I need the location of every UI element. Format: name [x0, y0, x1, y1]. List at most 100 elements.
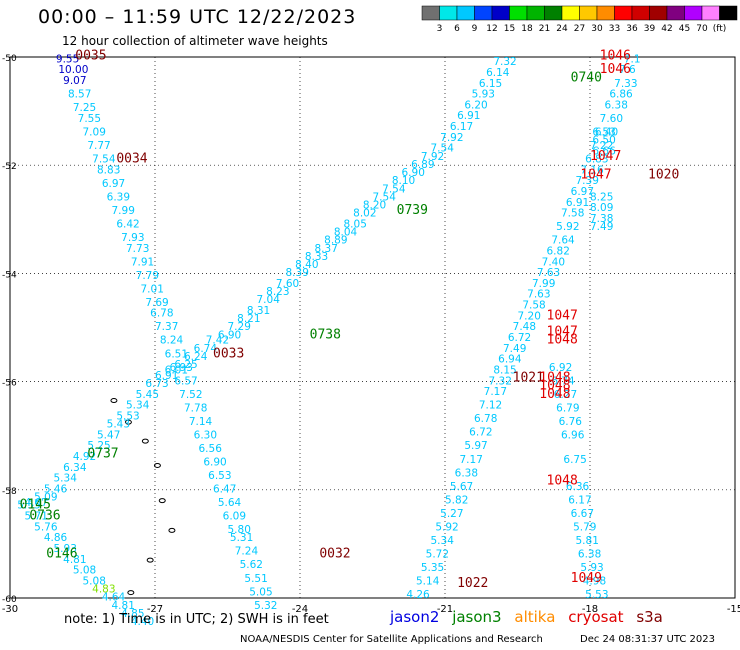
wave-height-value: 5.93	[54, 543, 77, 555]
wave-height-value: 7.42	[206, 335, 229, 347]
island-outline	[124, 419, 132, 425]
pass-time-label: 0739	[397, 203, 428, 218]
wave-height-value: 7.91	[131, 256, 154, 268]
legend-label: 18	[521, 24, 533, 34]
wave-height-value: 6.09	[223, 511, 246, 523]
x-tick-label: -18	[582, 604, 598, 615]
pass-time-label: 1046	[600, 62, 631, 77]
pass-time-label: 1048	[547, 473, 578, 488]
wave-height-value: 7.17	[484, 386, 507, 398]
wave-height-value: 5.71	[25, 511, 48, 523]
wave-height-value: 6.73	[145, 378, 168, 390]
wave-height-value: 6.79	[556, 402, 579, 414]
island-outline	[127, 590, 135, 596]
pass-time-label: 0737	[87, 446, 118, 461]
wave-height-value: 6.53	[592, 126, 615, 138]
generated-timestamp: Dec 24 08:31:37 UTC 2023	[580, 634, 715, 645]
wave-height-value: 8.05	[344, 218, 367, 230]
wave-height-value: 7.04	[257, 294, 281, 306]
wave-height-value: 7.49	[590, 221, 613, 233]
wave-height-value: 6.82	[547, 245, 570, 257]
wave-height-value: 7.14	[189, 416, 213, 428]
x-tick-label: -15	[727, 604, 740, 615]
pass-time-label: 0032	[319, 546, 350, 561]
wave-height-value: 7.17	[460, 454, 483, 466]
wave-height-value: 6.66	[592, 145, 616, 157]
wave-height-value: 6.90	[203, 456, 226, 468]
wave-height-value: 7.32	[489, 375, 512, 387]
wave-height-value: 6.53	[208, 470, 231, 482]
wave-height-value: 8.40	[295, 259, 318, 271]
wave-height-value: 6.47	[213, 484, 236, 496]
wave-height-value: 7.58	[561, 208, 584, 220]
wave-height-value: 7.48	[513, 321, 536, 333]
wave-height-value: 7.55	[78, 113, 101, 125]
wave-height-value: 5.93	[472, 89, 495, 101]
wave-height-value: 8.39	[286, 267, 309, 279]
wave-height-value: 6.91	[457, 110, 480, 122]
wave-height-value: 5.25	[87, 440, 110, 452]
wave-height-value: 6.57	[174, 375, 197, 387]
y-tick-label: -60	[2, 595, 17, 605]
note-text: note: 1) Time is in UTC; 2) SWH is in fe…	[64, 612, 329, 627]
wave-height-value: 5.64	[218, 497, 242, 509]
wave-height-value: 4.81	[63, 554, 86, 566]
map-subtitle: 12 hour collection of altimeter wave hei…	[62, 34, 328, 48]
wave-height-value: 7.32	[493, 56, 516, 68]
wave-height-value: 8.89	[324, 235, 347, 247]
wave-height-value: 8.21	[237, 313, 260, 325]
wave-height-value: 6.50	[592, 135, 615, 147]
wave-height-value: 7.52	[179, 389, 202, 401]
wave-height-value: 6.15	[479, 78, 502, 90]
x-tick-label: -24	[292, 604, 308, 615]
wave-height-value: 6.75	[563, 454, 586, 466]
wave-height-value: 6.38	[455, 467, 478, 479]
legend-label: 39	[644, 24, 656, 34]
legend-label: 24	[556, 24, 568, 34]
wave-height-value: 5.46	[44, 484, 68, 496]
wave-height-value: 4.40	[131, 616, 154, 628]
x-tick-label: -30	[2, 604, 18, 615]
legend-label: 30	[591, 24, 603, 34]
legend-label: 12	[486, 24, 497, 34]
wave-height-value: 8.15	[493, 364, 516, 376]
wave-height-value: 6.39	[107, 191, 130, 203]
wave-height-value: 6.83	[585, 153, 608, 165]
wave-height-value: 6.90	[218, 329, 241, 341]
wave-height-value: 7.25	[73, 102, 96, 114]
wave-height-value: 6.56	[199, 443, 223, 455]
wave-height-value: 8.09	[590, 202, 613, 214]
wave-height-value: 8.57	[68, 89, 91, 101]
pass-time-label: 0035	[75, 49, 106, 64]
wave-height-value: 5.32	[254, 600, 277, 612]
island-outline	[158, 498, 166, 504]
pass-time-label: 1021	[513, 371, 544, 386]
wave-height-value: 7.24	[235, 546, 259, 558]
wave-height-value: 6.17	[568, 494, 591, 506]
legend-label: 27	[574, 24, 585, 34]
wave-height-value: 7.64	[551, 235, 575, 247]
wave-height-value: 5.31	[230, 532, 253, 544]
wave-height-value: 6.78	[474, 413, 497, 425]
wave-height-value: 6.40	[595, 126, 618, 138]
wave-height-value: 6.51	[165, 348, 188, 360]
pass-time-label: 0145	[20, 498, 51, 513]
wave-height-value: 6.93	[170, 362, 193, 374]
wave-height-value: 6.14	[486, 67, 510, 79]
wave-height-value: 7.38	[590, 213, 613, 225]
wave-height-value: 7.77	[87, 140, 110, 152]
wave-height-value: 7.54	[382, 183, 406, 195]
wave-height-value: 5.82	[445, 494, 468, 506]
satellite-jason3: jason3	[452, 608, 502, 626]
wave-height-value: 5.34	[126, 400, 150, 412]
satellite-s3a: s3a	[636, 608, 663, 626]
y-tick-label: -52	[2, 162, 17, 172]
wave-height-value: 7.22	[590, 140, 613, 152]
pass-time-label: 0033	[213, 346, 244, 361]
wave-height-value: 6.38	[605, 99, 628, 111]
wave-height-value: 8.10	[392, 175, 415, 187]
wave-height-value: 7.40	[542, 256, 565, 268]
wave-height-value: 6.86	[609, 89, 633, 101]
y-tick-label: -56	[2, 379, 17, 389]
legend-label: 33	[609, 24, 620, 34]
